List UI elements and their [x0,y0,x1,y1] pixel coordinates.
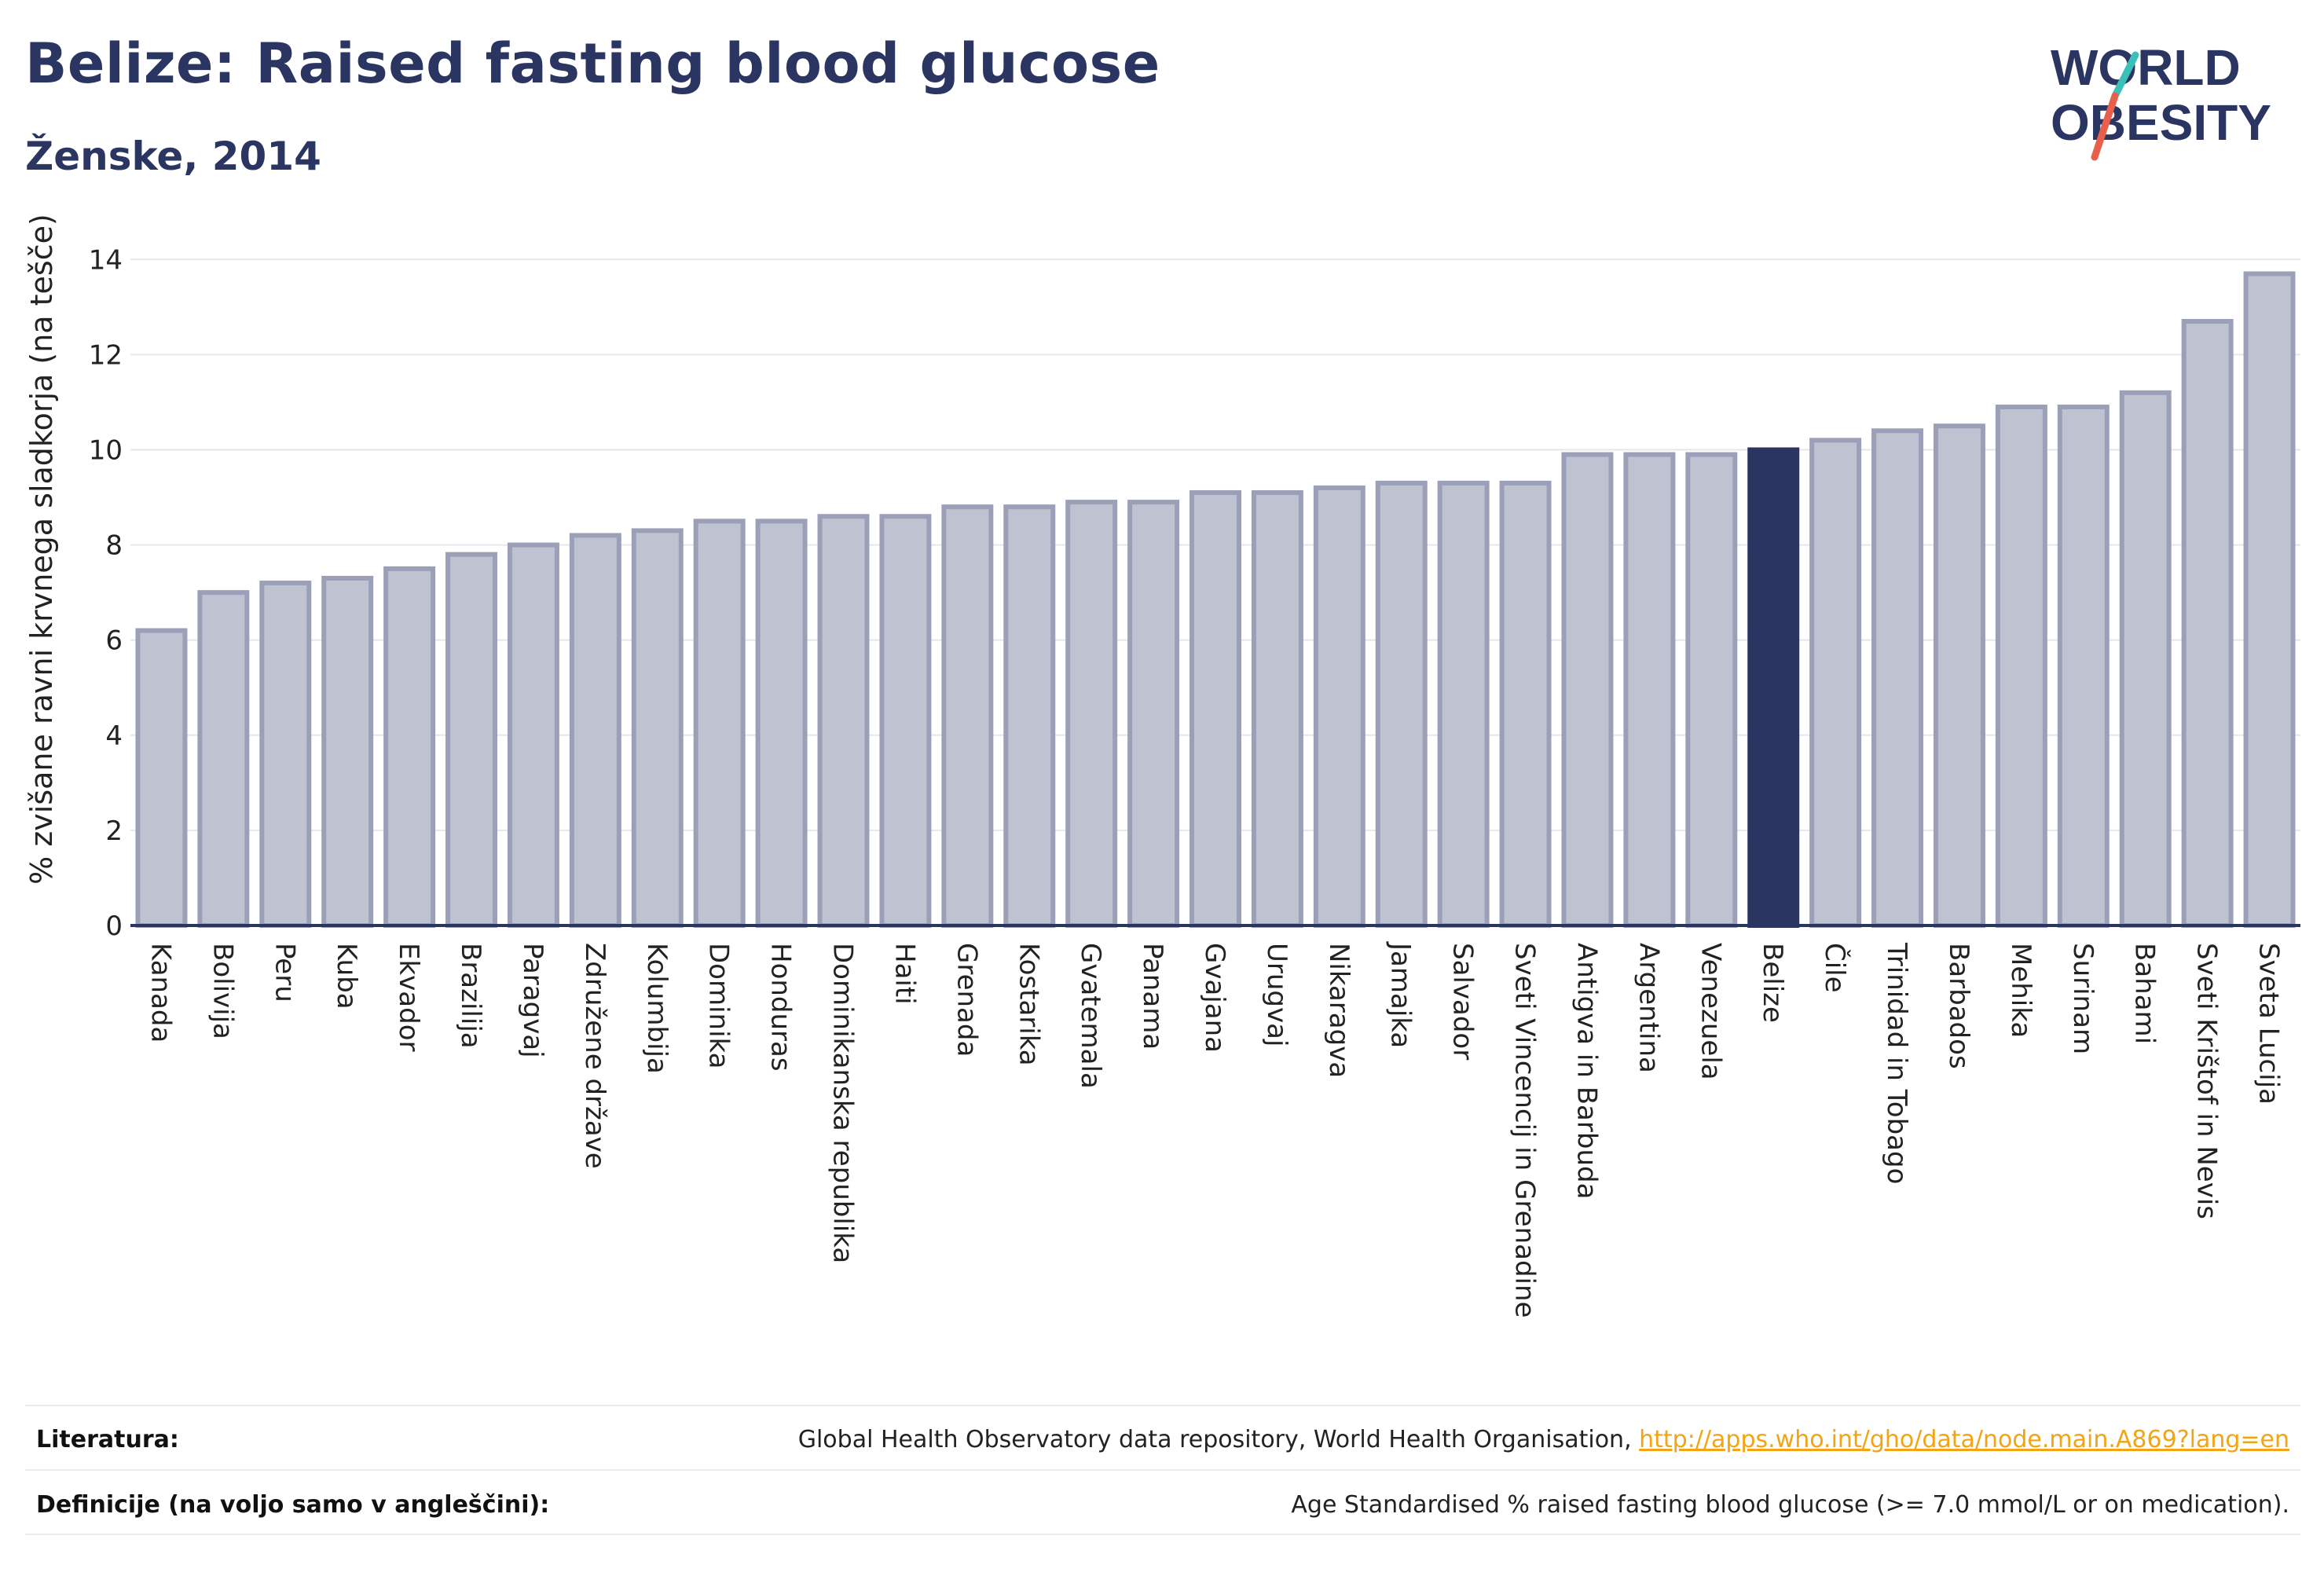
bar [879,514,932,928]
bar [1995,404,2047,928]
x-tick-label: Ekvador [393,943,424,1052]
bar [2181,318,2234,928]
y-tick-label: 8 [105,530,123,562]
x-tick-label: Surinam [2067,943,2099,1054]
bar [383,566,436,928]
x-tick-label: Grenada [951,943,982,1057]
bar [1933,423,1985,928]
chart-title: Belize: Raised fasting blood glucose [25,31,1160,96]
y-tick-label: 10 [89,434,123,466]
y-tick-label: 12 [89,339,123,371]
bar-highlight [1747,447,1800,928]
bar [1127,500,1180,928]
logo-word-obesity: OBESITY [2051,94,2271,151]
x-tick-label: Antigva in Barbuda [1571,943,1602,1199]
bar [2243,271,2296,928]
bar [1561,452,1614,928]
x-tick-label: Kanada [145,943,176,1043]
x-tick-label: Sveta Lucija [2253,943,2285,1105]
footer-divider-middle [25,1469,2300,1471]
x-tick-label: Gvatemala [1075,943,1106,1089]
x-tick-label: Brazilija [455,943,486,1049]
logo-slash-teal [2111,51,2139,100]
footer-divider-top [25,1405,2300,1406]
bar [2057,404,2110,928]
bar [755,519,808,928]
x-tick-label: Združene države [579,943,610,1169]
bar [197,590,250,928]
definitions-label: Definicije (na voljo samo v angleščini): [36,1491,550,1519]
bar [817,514,870,928]
bar [693,519,746,928]
logo-word-world: WORLD [2051,39,2241,96]
references-value: Global Health Observatory data repositor… [798,1426,2289,1453]
x-tick-label: Trinidad in Tobago [1881,942,1912,1184]
x-tick-label: Jamajka [1385,941,1417,1048]
bar [1189,489,1241,928]
bar [1623,452,1676,928]
logo-slash-red [2091,92,2119,161]
bar [1809,438,1862,928]
x-tick-label: Belize [1757,943,1788,1023]
x-tick-label: Bolivija [207,943,238,1039]
y-axis-title: % zvišane ravni krvnega sladkorja (na te… [24,214,59,885]
x-tick-label: Paragvaj [517,943,548,1058]
x-tick-label: Čile [1819,943,1851,993]
definitions-text: Age Standardised % raised fasting blood … [1291,1491,2289,1519]
footer-divider-bottom [25,1534,2300,1535]
x-tick-label: Gvajana [1199,943,1230,1053]
references-text: Global Health Observatory data repositor… [797,1426,1640,1453]
y-tick-label: 6 [105,625,123,657]
bar [1685,452,1738,928]
x-tick-label: Barbados [1943,943,1974,1069]
x-tick-label: Honduras [765,943,797,1072]
x-tick-label: Dominika [703,943,735,1068]
y-tick-label: 0 [105,911,123,942]
x-tick-label: Bahami [2129,943,2161,1044]
x-tick-label: Haiti [889,943,920,1005]
y-tick-label: 4 [105,720,123,752]
world-obesity-logo: WORLD OBESITY [2051,39,2271,161]
bar [445,552,498,928]
x-tick-label: Sveti Krištof in Nevis [2191,943,2223,1219]
bar [1375,480,1428,928]
bar [569,533,621,929]
x-tick-label: Salvador [1447,943,1479,1060]
bar [1871,428,1924,928]
bar [1065,500,1118,928]
bar [631,528,684,929]
x-tick-label: Panama [1137,943,1168,1050]
x-tick-label: Peru [269,943,300,1002]
y-tick-label: 2 [105,815,123,847]
bar [1003,504,1056,928]
references-label: Literatura: [36,1426,179,1453]
bar [1251,489,1303,928]
bar [135,628,188,928]
x-tick-label: Kolumbija [641,943,673,1074]
bar [507,542,559,928]
x-tick-label: Argentina [1633,943,1664,1073]
x-tick-label: Urugvaj [1261,943,1292,1046]
bar [1499,480,1552,928]
x-tick-label: Sveti Vincencij in Grenadine [1509,943,1541,1318]
x-tick-label: Nikaragva [1323,943,1354,1078]
references-link[interactable]: http://apps.who.int/gho/data/node.main.A… [1639,1426,2289,1453]
bar [321,575,374,928]
x-tick-label: Kostarika [1013,943,1044,1066]
x-tick-label: Dominikanska republika [827,943,859,1263]
x-tick-label: Kuba [331,943,362,1010]
bar [941,504,994,928]
x-tick-label: Venezuela [1695,943,1726,1080]
bar [2119,390,2172,928]
chart-subtitle: Ženske, 2014 [25,134,321,179]
y-tick-label: 14 [89,244,123,276]
bar [1313,485,1365,928]
bar [259,581,312,928]
x-tick-label: Mehika [2005,943,2036,1038]
bar-chart: 0 2 4 6 8 10 12 14 % zvišane ravni krvnega sladk… [24,214,2300,1318]
bar [1437,480,1490,928]
